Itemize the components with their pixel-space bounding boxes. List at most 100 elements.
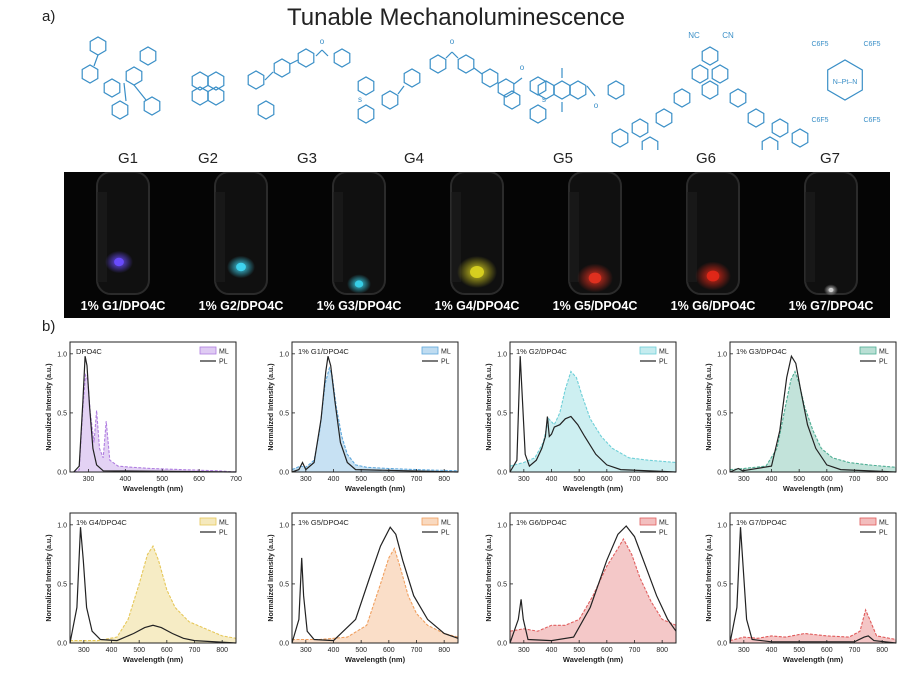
pl-line: [729, 527, 897, 644]
ring: [457, 54, 475, 74]
x-tick-label: 600: [161, 647, 173, 654]
bond: [451, 51, 459, 59]
bond: [123, 82, 127, 102]
ml-glow-core: [236, 262, 246, 272]
x-tick-label: 600: [193, 476, 205, 483]
x-tick-label: 700: [230, 476, 242, 483]
x-tick-label: 700: [189, 647, 201, 654]
figure-title: Tunable Mechanoluminescence: [287, 4, 625, 31]
ring: [827, 59, 863, 101]
legend-ml-swatch: [421, 346, 439, 355]
legend-pl-label: PL: [219, 530, 228, 537]
x-tick-label: 500: [133, 647, 145, 654]
ml-glow-core: [114, 257, 124, 267]
x-tick-label: 800: [876, 476, 888, 483]
plot-frame: [291, 341, 459, 473]
structure-label-g3: G3: [296, 150, 317, 167]
ml-glow-core: [828, 287, 834, 293]
pl-line: [291, 526, 459, 644]
bond: [397, 85, 405, 95]
ml-glow-core: [588, 272, 602, 284]
x-tick-label: 600: [383, 647, 395, 654]
x-tick-label: 300: [738, 647, 750, 654]
ml-line: [291, 366, 459, 472]
spectrum-panel-5: 300 400 500 600 700 800 0.0 0.5 1.0 Wavelength (n…: [46, 512, 237, 664]
ring: [89, 36, 107, 56]
plot-frame: [291, 512, 459, 644]
legend-pl-label: PL: [441, 359, 450, 366]
ring: [791, 128, 809, 148]
structure-label-g6: G6: [695, 150, 716, 167]
ring: [611, 128, 629, 148]
ml-glow-core: [354, 280, 364, 288]
legend-ml-label: ML: [219, 520, 229, 527]
ml-area: [292, 548, 458, 643]
atom-label: o: [594, 101, 599, 110]
y-axis-label: Normalized Intensity (a.u.): [706, 534, 713, 621]
x-axis-label: Wavelength (nm): [345, 484, 406, 493]
spectrum-panel-2: 300 400 500 600 700 800 0.0 0.5 1.0 Wavelength (n…: [268, 341, 459, 493]
atom-label: o: [320, 37, 325, 46]
ring: [357, 76, 375, 96]
panel-title: 1% G5/DPO4C: [298, 518, 349, 527]
plot-frame: [729, 512, 897, 644]
vial-reflection: [569, 192, 579, 282]
y-axis-label: Normalized Intensity (a.u.): [486, 534, 493, 621]
x-tick-label: 400: [546, 647, 558, 654]
ring: [729, 88, 747, 108]
ml-line: [73, 372, 237, 473]
atom-label: s: [358, 95, 362, 104]
x-tick-label: 500: [573, 476, 585, 483]
structure-label-g7: G7: [819, 150, 840, 167]
y-axis-label: Normalized Intensity (a.u.): [268, 534, 275, 621]
panel-title: 1% G6/DPO4C: [516, 518, 567, 527]
vial-reflection: [805, 192, 815, 282]
ring: [607, 80, 625, 100]
ring: [357, 104, 375, 124]
panel-title: 1% G1/DPO4C: [298, 347, 349, 356]
ring: [747, 108, 765, 128]
vial-reflection: [451, 192, 461, 282]
x-tick-label: 400: [106, 647, 118, 654]
photo-label-g6: 1% G6/DPO4C: [670, 299, 756, 313]
atom-label: C6F5: [863, 41, 880, 48]
structure-labels: G1 G2 G3 G4 G5 G6 G7: [0, 150, 912, 170]
x-axis-label: Wavelength (nm): [123, 655, 184, 664]
structure-label-g4: G4: [403, 150, 424, 167]
x-tick-label: 600: [601, 647, 613, 654]
atom-label: N–Pt–N: [833, 79, 858, 86]
panel-title: 1% G2/DPO4C: [516, 347, 567, 356]
x-tick-label: 700: [629, 647, 641, 654]
ring: [207, 71, 225, 91]
pl-line: [729, 354, 897, 473]
bond: [445, 51, 453, 59]
legend-pl-label: PL: [879, 530, 888, 537]
x-tick-label: 300: [518, 476, 530, 483]
legend-ml-label: ML: [441, 520, 451, 527]
photo-label-g5: 1% G5/DPO4C: [552, 299, 638, 313]
plot-frame: [69, 341, 237, 473]
ring: [81, 64, 99, 84]
y-tick-label: 0.0: [279, 641, 289, 648]
legend-ml-swatch: [859, 517, 877, 526]
ring: [553, 80, 571, 100]
y-tick-label: 0.5: [497, 410, 507, 417]
legend-ml-swatch: [199, 346, 217, 355]
legend-pl-label: PL: [659, 530, 668, 537]
bond: [133, 84, 147, 101]
y-tick-label: 0.0: [717, 641, 727, 648]
legend-ml-label: ML: [879, 520, 889, 527]
vial-reflection: [97, 192, 107, 282]
bond: [93, 54, 99, 67]
ml-line: [292, 547, 459, 641]
x-tick-label: 800: [656, 476, 668, 483]
y-tick-label: 0.5: [717, 581, 727, 588]
ring: [207, 86, 225, 106]
y-axis-label: Normalized Intensity (a.u.): [706, 363, 713, 450]
x-tick-label: 500: [156, 476, 168, 483]
y-tick-label: 0.0: [497, 470, 507, 477]
ring: [103, 78, 121, 98]
ml-glow-core: [706, 270, 720, 282]
x-tick-label: 300: [78, 647, 90, 654]
pl-line: [509, 525, 677, 644]
